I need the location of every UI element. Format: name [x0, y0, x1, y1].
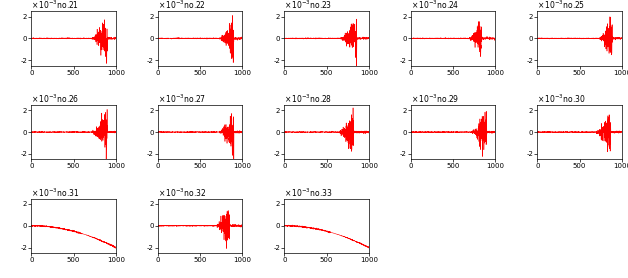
Text: $\times\,10^{-3}$no.32: $\times\,10^{-3}$no.32 [158, 186, 206, 198]
Text: $\times\,10^{-3}$no.21: $\times\,10^{-3}$no.21 [31, 0, 79, 11]
Text: $\times\,10^{-3}$no.23: $\times\,10^{-3}$no.23 [284, 0, 333, 11]
Text: $\times\,10^{-3}$no.31: $\times\,10^{-3}$no.31 [31, 186, 80, 198]
Text: $\times\,10^{-3}$no.27: $\times\,10^{-3}$no.27 [158, 92, 206, 105]
Text: $\times\,10^{-3}$no.26: $\times\,10^{-3}$no.26 [31, 92, 80, 105]
Text: $\times\,10^{-3}$no.30: $\times\,10^{-3}$no.30 [538, 92, 586, 105]
Text: $\times\,10^{-3}$no.33: $\times\,10^{-3}$no.33 [284, 186, 333, 198]
Text: $\times\,10^{-3}$no.22: $\times\,10^{-3}$no.22 [158, 0, 206, 11]
Text: $\times\,10^{-3}$no.29: $\times\,10^{-3}$no.29 [411, 92, 459, 105]
Text: $\times\,10^{-3}$no.28: $\times\,10^{-3}$no.28 [284, 92, 333, 105]
Text: $\times\,10^{-3}$no.25: $\times\,10^{-3}$no.25 [538, 0, 585, 11]
Text: $\times\,10^{-3}$no.24: $\times\,10^{-3}$no.24 [411, 0, 459, 11]
